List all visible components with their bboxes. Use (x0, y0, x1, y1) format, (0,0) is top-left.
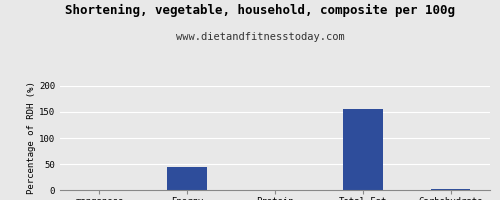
Bar (431, 189, 470, 190)
Text: Shortening, vegetable, household, composite per 100g: Shortening, vegetable, household, compos… (65, 4, 455, 17)
Text: www.dietandfitnesstoday.com: www.dietandfitnesstoday.com (176, 32, 344, 42)
Bar (168, 167, 207, 190)
Bar (343, 109, 382, 190)
Y-axis label: Percentage of RDH (%): Percentage of RDH (%) (27, 82, 36, 194)
